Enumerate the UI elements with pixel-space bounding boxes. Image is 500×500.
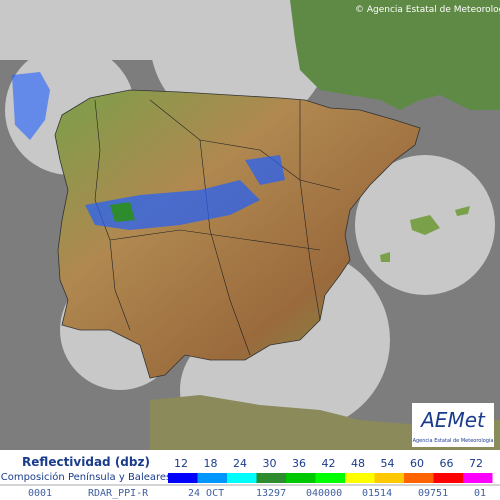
scale-label: 54 <box>381 457 395 470</box>
color-swatch <box>463 473 493 483</box>
scale-label: 66 <box>440 457 454 470</box>
color-swatch <box>404 473 434 483</box>
color-scale: 12 18 24 30 36 42 48 54 60 66 72 <box>168 457 493 483</box>
scale-label: 60 <box>410 457 424 470</box>
logo-name: AEMet <box>419 408 486 432</box>
footer: 0001 RDAR_PPI-R 24 OCT 13297 040000 01514 0975… <box>28 488 486 499</box>
color-swatch <box>374 473 404 483</box>
scale-label: 12 <box>174 457 188 470</box>
footer-field: RDAR_PPI-R <box>88 488 149 499</box>
scale-label: 72 <box>469 457 483 470</box>
legend-title: Reflectividad (dbz) <box>22 455 150 469</box>
logo-subtitle: Agencia Estatal de Meteorología <box>413 437 494 444</box>
footer-field: 01 <box>474 488 486 499</box>
color-swatch <box>433 473 463 483</box>
radar-echoes <box>12 72 285 230</box>
color-swatch <box>256 473 286 483</box>
color-swatch <box>315 473 345 483</box>
color-swatch <box>345 473 375 483</box>
balearic-islands <box>380 206 470 262</box>
scale-label: 30 <box>263 457 277 470</box>
scale-label: 42 <box>322 457 336 470</box>
color-swatch <box>286 473 316 483</box>
footer-field: 01514 <box>362 488 392 499</box>
scale-label: 48 <box>351 457 365 470</box>
footer-field: 09751 <box>418 488 448 499</box>
copyright: © Agencia Estatal de Meteorología <box>355 5 500 15</box>
color-swatch <box>168 473 198 483</box>
footer-field: 24 OCT <box>188 488 224 499</box>
color-swatch <box>197 473 227 483</box>
color-swatch <box>227 473 257 483</box>
legend-subtitle: Composición Península y Baleares <box>1 471 172 483</box>
footer-field: 040000 <box>306 488 342 499</box>
scale-label: 36 <box>292 457 306 470</box>
scale-label: 24 <box>233 457 247 470</box>
footer-field: 0001 <box>28 488 52 499</box>
logo-box <box>412 403 494 447</box>
footer-field: 13297 <box>256 488 286 499</box>
scale-label: 18 <box>204 457 218 470</box>
france <box>290 0 500 110</box>
